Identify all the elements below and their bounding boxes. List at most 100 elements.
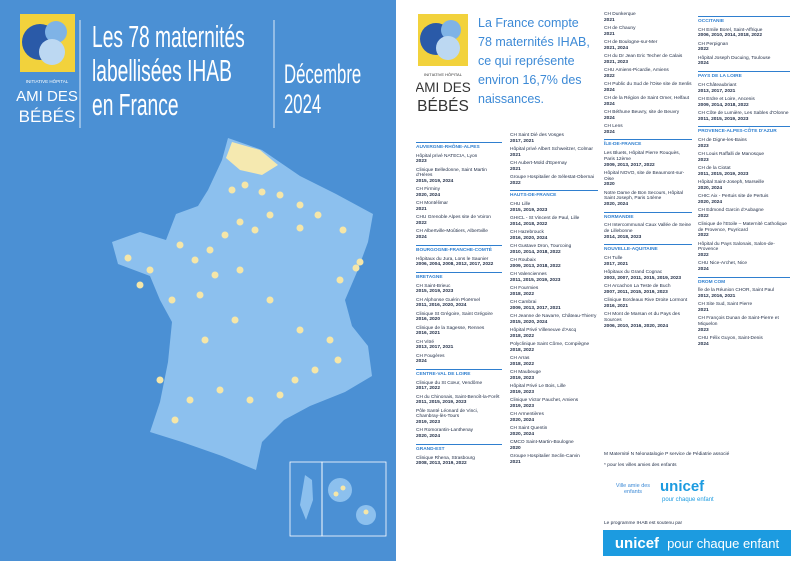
- label-years: 2014, 2018, 2023: [604, 234, 642, 240]
- maternity-name: CH Roubaix: [510, 258, 536, 264]
- maternity-entry: Hôpitaux du Jura, Lons le Saunier 2006, 2…: [416, 257, 502, 268]
- maternity-entry: CH Côte de Lumière, Les Sables d'Olonne 2…: [698, 111, 790, 122]
- maternity-dot: [276, 391, 284, 399]
- label-years: 2020, 2024: [510, 431, 535, 437]
- maternity-entry: Hôpital Saint-Joseph, Marseille 2020, 202…: [698, 180, 790, 191]
- label-years: 2023: [698, 157, 709, 163]
- region-header: DROM COM: [698, 276, 790, 286]
- intro: La France compte 78 maternités IHAB, ce …: [478, 16, 590, 106]
- maternity-dot: [231, 316, 239, 324]
- maternity-entry: CH de Chauny 2021: [604, 26, 692, 37]
- maternity-name: CH Perpignan: [698, 41, 729, 47]
- label-years: 2018, 2022: [510, 291, 535, 297]
- maternity-name: Île de la Réunion CHOR, Saint Paul: [698, 288, 774, 294]
- label-years: 2019, 2023: [510, 403, 535, 409]
- label-years: 2022: [604, 73, 615, 79]
- column: CH Saint Dié des Vosges 2017, 2021 Hôpital…: [510, 133, 598, 468]
- maternity-dot: [186, 396, 194, 404]
- maternity-entry: CH de Boulogne-sur-Mer 2021, 2024: [604, 40, 692, 51]
- maternity-name: CH Béthune Beuvry, site de Beuvry: [604, 110, 680, 115]
- label-years: 2023: [416, 159, 427, 165]
- maternity-name: Clinique St Grégoire, Saint Grégoire: [416, 311, 493, 317]
- maternity-name: Hôpital du Pays Salonais, Salon-de-Prove…: [698, 241, 775, 253]
- maternity-name: CH Intercommunal Caux Vallée de Seine de…: [604, 223, 692, 235]
- label-years: 2013, 2017, 2021: [416, 345, 454, 351]
- maternity-entry: CH Fourmies 2018, 2022: [510, 286, 598, 297]
- maternity-entry: Pôle Santé Léonard de Vinci, Chambray-lè…: [416, 409, 502, 426]
- maternity-entry: Clinique Rhena, Strasbourg 2008, 2013, 20…: [416, 456, 502, 467]
- label-years: 2024: [604, 129, 615, 135]
- maternity-name: CHU Amiens-Picardie, Amiens: [604, 68, 669, 73]
- maternity-entry: CH de Digne-les-Bains 2023: [698, 138, 790, 149]
- maternity-name: Clinique de la Sagesse, Rennes: [416, 325, 485, 331]
- date: 2024: [284, 89, 322, 119]
- label-years: 2021, 2024: [604, 45, 629, 51]
- maternity-dot: [221, 231, 229, 239]
- region-header: BOURGOGNE-FRANCHE-COMTÉ: [416, 244, 502, 254]
- maternity-name: CH de Boulogne-sur-Mer: [604, 40, 658, 45]
- label-years: 2018, 2022: [510, 333, 535, 339]
- maternity-entry: CH Aubert-Mold d'Epernay 2021: [510, 161, 598, 172]
- maternity-dot: [228, 186, 236, 194]
- maternity-name: Hôpital privé NATECIA, Lyon: [416, 153, 478, 159]
- label-years: 2021: [604, 17, 615, 23]
- maternity-name: CHU Lille: [510, 202, 531, 208]
- maternity-name: Notre Dame de Bon Secours, Hôpital Saint…: [604, 190, 683, 202]
- maternity-name: CH Montélimar: [416, 201, 448, 207]
- label-years: 2009, 2013, 2017, 2021: [510, 305, 561, 311]
- maternity-name: CH Firminy: [416, 187, 440, 193]
- maternity-entry: CH Arras 2018, 2022: [510, 356, 598, 367]
- maternity-dot: [311, 366, 319, 374]
- label-years: 2020, 2024: [416, 434, 441, 440]
- maternity-dot: [168, 296, 176, 304]
- maternity-name: Clinique Rhena, Strasbourg: [416, 455, 475, 461]
- maternity-name: Clinique de l'Etoile – Maternité Catholi…: [698, 221, 787, 233]
- maternity-dot: [236, 266, 244, 274]
- column: AUVERGNE-RHÔNE-ALPES Hôpital privé NATECI…: [416, 138, 502, 470]
- maternity-entry: CH de la Région de Saint Omer, Helfaut 20…: [604, 96, 692, 107]
- label-years: 2019, 2023: [510, 389, 535, 395]
- maternity-entry: CH Roubaix 2009, 2013, 2018, 2022: [510, 258, 598, 269]
- unicef-logo: unicef: [660, 478, 705, 495]
- label-years: 2007, 2011, 2015, 2019, 2023: [604, 289, 668, 295]
- label-years: 2022: [698, 47, 709, 53]
- maternity-name: CH Châteaubriant: [698, 82, 737, 88]
- label-years: 2011, 2016, 2020, 2024: [416, 303, 467, 309]
- label-years: 2012, 2016, 2021: [698, 294, 736, 300]
- column: CH Dunkerque 2021 CH de Chauny 2021 CH de Bo…: [604, 12, 692, 332]
- maternity-entry: Groupe Hospitalier de Sélestat-Obernai 20…: [510, 175, 598, 186]
- label-years: 2010, 2014, 2018, 2022: [510, 249, 561, 255]
- maternity-entry: CH Hazebrouck 2016, 2020, 2024: [510, 230, 598, 241]
- maternity-entry: CH Arcachon La Teste de Buch 2007, 2011, …: [604, 284, 692, 295]
- maternity-name: Pôle Santé Léonard de Vinci, Chambray-lè…: [416, 408, 479, 420]
- maternity-entry: CHU Lille 2015, 2019, 2023: [510, 202, 598, 213]
- maternity-entry: CH Saint-Brieuc 2015, 2019, 2023: [416, 284, 502, 295]
- label-years: 2011, 2015, 2019, 2023: [698, 116, 749, 122]
- maternity-name: Polyclinique Saint Côme, Compiègne: [510, 342, 590, 348]
- maternity-name: CH Arcachon La Teste de Buch: [604, 284, 671, 290]
- label-years: 2021: [510, 152, 521, 158]
- maternity-name: Clinique du St Cœur, Vendôme: [416, 380, 483, 386]
- maternity-entry: Hôpitaux du Grand Cognac 2003, 2007, 2011…: [604, 270, 692, 281]
- label-years: 2024: [416, 359, 427, 365]
- label-years: 2017, 2021: [604, 261, 629, 267]
- maternity-dot: [216, 386, 224, 394]
- maternity-dot: [296, 224, 304, 232]
- label-years: 2021: [416, 207, 427, 213]
- maternity-entry: CHIC Aix - Pertuis site de Pertuis 2020, …: [698, 194, 790, 205]
- maternity-name: CH Louis Raffalli de Manosque: [698, 151, 765, 157]
- maternity-entry: CH Saint Dié des Vosges 2017, 2021: [510, 133, 598, 144]
- region-header: ÎLE-DE-FRANCE: [604, 139, 692, 148]
- region-header: NOUVELLE-AQUITAINE: [604, 244, 692, 253]
- label-years: 2024: [698, 341, 709, 347]
- label-years: 2020, 2024: [698, 199, 723, 205]
- maternity-entry: Polyclinique Saint Côme, Compiègne 2018, …: [510, 342, 598, 353]
- maternity-name: Clinique Bordeaux Rive Droite Lormont: [604, 298, 688, 304]
- maternity-entry: CH Mont de Marsan et du Pays des Sources…: [604, 312, 692, 329]
- region-header: NORMANDIE: [604, 211, 692, 221]
- label-years: 2011, 2015, 2019, 2023: [698, 171, 749, 177]
- maternity-name: CH de la Région de Saint Omer, Helfaut: [604, 96, 690, 101]
- maternity-entry: CHU Amiens-Picardie, Amiens 2022: [604, 68, 692, 79]
- label-years: 2009, 2013, 2017, 2022: [604, 162, 655, 168]
- label-years: 2023: [698, 327, 709, 333]
